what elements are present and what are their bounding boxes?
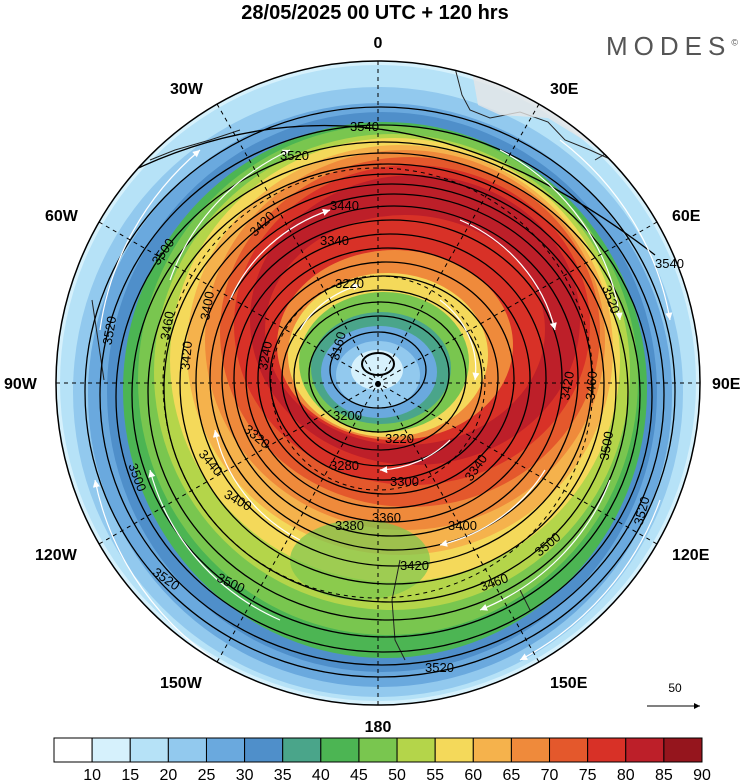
colorbar-swatch	[91, 737, 131, 763]
graticule	[56, 61, 700, 705]
colorbar-tick-label: 40	[312, 767, 330, 782]
colorbar-tick-label: 75	[579, 767, 597, 782]
map-boundary	[55, 60, 701, 706]
colorbar-tick-label: 65	[503, 767, 521, 782]
contour-label: 3540	[655, 256, 684, 271]
colorbar-tick-label: 30	[236, 767, 254, 782]
colorbar: 10 15 20 25 30 35 40 45 50 55 60 65 70 75 80 85 90	[53, 737, 711, 782]
contour-label: 3220	[385, 431, 414, 446]
contour-label: 3520	[280, 148, 309, 163]
colorbar-swatch	[625, 737, 665, 763]
contour-label: 3380	[335, 518, 364, 533]
contour-label: 3420	[178, 341, 195, 371]
contour-label: 3200	[333, 408, 362, 423]
colorbar-swatch	[205, 737, 246, 763]
contour-label: 3400	[448, 518, 477, 533]
contour-label: 3160	[327, 330, 349, 362]
colorbar-swatch	[358, 737, 398, 763]
colorbar-swatch	[129, 737, 169, 763]
lon-label-150e: 150E	[550, 675, 588, 692]
contour-label: 3520	[100, 315, 120, 346]
contour-label: 3360	[372, 510, 401, 525]
colorbar-tick-label: 60	[464, 767, 482, 782]
contour-label: 3280	[330, 458, 359, 473]
colorbar-swatch	[472, 737, 512, 763]
lon-label-30w: 30W	[170, 81, 204, 98]
modes-logo: MODES©	[606, 31, 738, 62]
wind-streamlines	[92, 139, 673, 671]
colorbar-swatch	[549, 737, 589, 763]
reference-vector-label: 50	[668, 681, 682, 695]
colorbar-tick-label: 25	[198, 767, 216, 782]
contour-label: 3520	[425, 660, 454, 675]
colorbar-tick-label: 10	[83, 767, 101, 782]
contour-label: 3220	[335, 276, 364, 291]
contour-label: 3400	[197, 290, 217, 321]
colorbar-tick-label: 90	[693, 767, 711, 782]
height-contours	[84, 106, 676, 678]
logo-text: MODES	[606, 31, 732, 61]
lon-label-60w: 60W	[45, 208, 79, 225]
colorbar-tick-label: 35	[274, 767, 292, 782]
contour-label: 3460	[583, 371, 600, 401]
lon-label-90e: 90E	[712, 376, 741, 393]
colorbar-swatch	[587, 737, 627, 763]
contour-label: 3300	[390, 474, 419, 489]
contour-label: 3440	[330, 198, 359, 213]
contour-label: 3540	[350, 119, 379, 134]
lon-label-120w: 120W	[35, 547, 78, 564]
lon-label-60e: 60E	[672, 208, 701, 225]
copyright-mark: ©	[731, 37, 738, 48]
colorbar-tick-label: 70	[541, 767, 559, 782]
colorbar-swatch	[320, 737, 360, 763]
colorbar-swatch	[663, 737, 703, 763]
lon-label-180: 180	[365, 719, 392, 736]
lon-label-150w: 150W	[160, 675, 203, 692]
colorbar-tick-label: 80	[617, 767, 635, 782]
colorbar-tick-label: 85	[655, 767, 673, 782]
colorbar-tick-label: 45	[350, 767, 368, 782]
lon-label-0: 0	[374, 35, 383, 52]
contour-label: 3500	[596, 430, 616, 461]
lon-label-30e: 30E	[550, 81, 579, 98]
contour-label: 3460	[157, 310, 177, 341]
contour-label: 3420	[400, 558, 429, 573]
colorbar-tick-label: 15	[121, 767, 139, 782]
colorbar-tick-label: 20	[159, 767, 177, 782]
colorbar-tick-label: 55	[426, 767, 444, 782]
colorbar-tick-label: 50	[388, 767, 406, 782]
longitude-labels: 0 180 90W 90E 30W 30E 60W 60E 120W 120E …	[4, 35, 741, 736]
reference-vector: 50	[647, 681, 700, 709]
colorbar-swatch	[53, 737, 93, 763]
colorbar-swatch	[510, 737, 551, 763]
contour-label: 3520	[631, 495, 653, 527]
colorbar-swatch	[282, 737, 322, 763]
contour-label: 3240	[255, 340, 275, 371]
contour-label-group: 3540 3540 3520 3520 3520 3520 3520 3520 …	[100, 119, 684, 675]
contour-label: 3340	[320, 233, 349, 248]
map-title: 28/05/2025 00 UTC + 120 hrs	[241, 2, 509, 24]
colorbar-swatch	[434, 737, 474, 763]
lon-label-90w: 90W	[4, 376, 38, 393]
lon-label-120e: 120E	[672, 547, 710, 564]
colorbar-swatch	[167, 737, 207, 763]
contour-label: 3420	[557, 370, 577, 401]
colorbar-swatch	[396, 737, 436, 763]
colorbar-swatch	[244, 737, 284, 763]
